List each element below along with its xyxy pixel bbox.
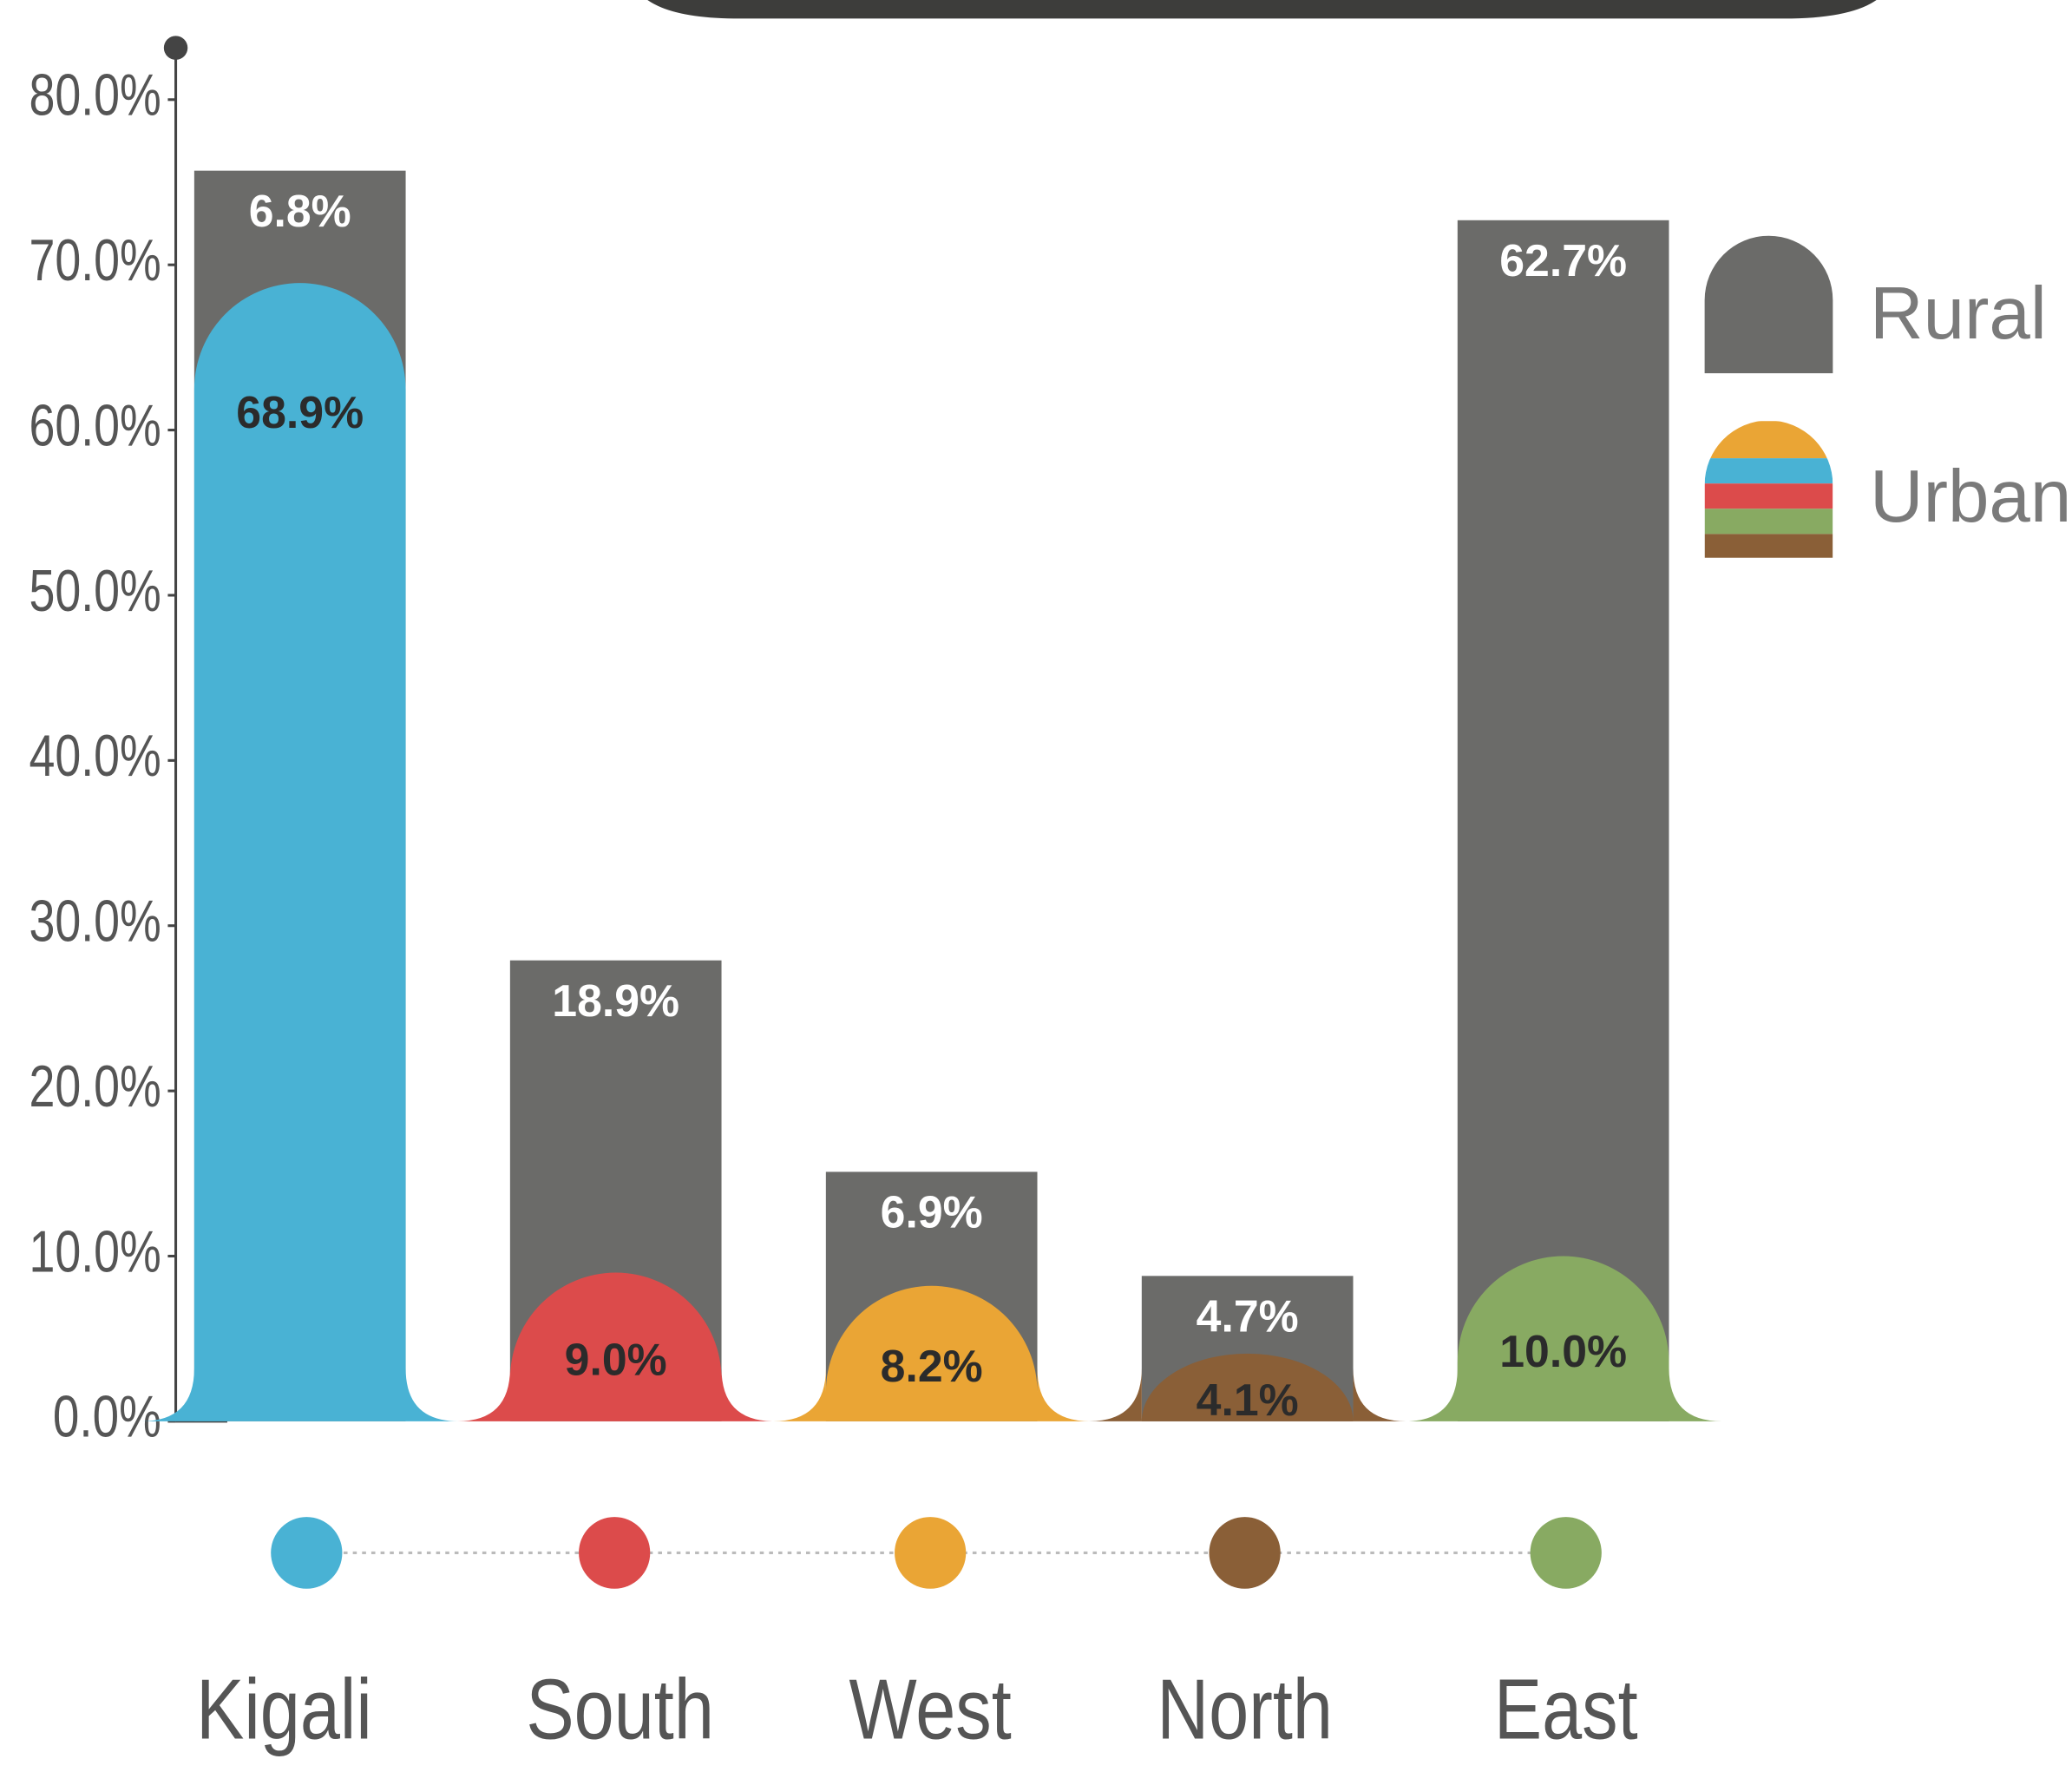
rural-value-label: 4.7%: [1197, 1291, 1299, 1342]
urban-value-label: 8.2%: [881, 1342, 983, 1392]
y-tick-label: 20.0%: [30, 1054, 161, 1119]
y-tick-label: 70.0%: [30, 228, 161, 293]
y-tick-label: 60.0%: [30, 393, 161, 458]
x-tick-label: Kigali: [196, 1663, 372, 1757]
urban-value-label: 10.0%: [1499, 1327, 1627, 1377]
urban-bar: [141, 283, 459, 1421]
x-tick-label: West: [849, 1663, 1012, 1757]
y-tick-label: 10.0%: [30, 1219, 161, 1284]
legend-urban-swatch: [1704, 421, 1833, 558]
x-tick-label: South: [526, 1663, 714, 1757]
x-tick-label: East: [1494, 1663, 1638, 1757]
urban-value-label: 4.1%: [1197, 1375, 1299, 1426]
axis-cap: [163, 36, 188, 60]
x-tick-label: North: [1157, 1663, 1333, 1757]
rural-value-label: 62.7%: [1499, 236, 1627, 286]
urban-bar: [1088, 1353, 1406, 1421]
legend-stripe: [1704, 421, 1833, 459]
y-tick-label: 0.0%: [53, 1385, 161, 1450]
urban-value-label: 68.9%: [236, 388, 364, 438]
legend-stripe: [1704, 534, 1833, 558]
category-dot: [579, 1517, 651, 1589]
legend-rural-swatch: [1704, 235, 1833, 374]
category-dot: [1209, 1517, 1281, 1589]
urban-bar: [772, 1285, 1091, 1421]
urban-value-label: 9.0%: [565, 1335, 667, 1385]
y-tick-label: 80.0%: [30, 62, 161, 128]
category-dot: [895, 1517, 967, 1589]
y-tick-label: 30.0%: [30, 889, 161, 954]
urban-bar: [1404, 1256, 1722, 1421]
rural-value-label: 6.8%: [249, 187, 351, 237]
y-tick-label: 40.0%: [30, 724, 161, 789]
y-tick-label: 50.0%: [30, 559, 161, 624]
legend-stripe: [1704, 458, 1833, 484]
rural-bar: [1457, 220, 1669, 1421]
header-shape: [647, 0, 1877, 19]
legend-stripe: [1704, 509, 1833, 535]
category-dot: [271, 1517, 343, 1589]
legend-label: Rural: [1870, 272, 2047, 355]
urban-bar: [456, 1272, 775, 1421]
category-dot: [1530, 1517, 1602, 1589]
legend-stripe: [1704, 483, 1833, 509]
rural-value-label: 6.9%: [881, 1188, 983, 1238]
rural-value-label: 18.9%: [552, 976, 679, 1027]
legend-label: Urban: [1870, 456, 2071, 538]
